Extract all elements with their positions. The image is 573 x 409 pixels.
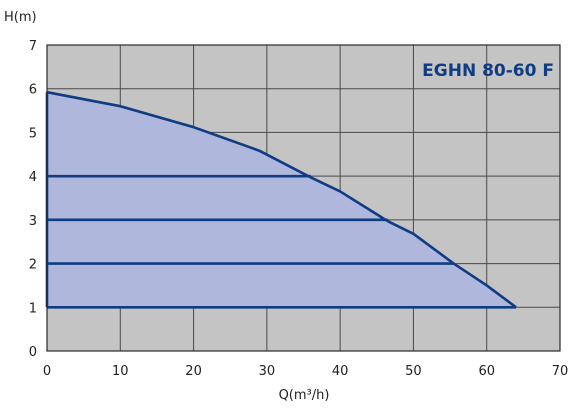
x-axis-ticks: 0 10 20 30 40 50 60 70 [43, 364, 568, 379]
x-tick-label: 70 [552, 364, 569, 379]
x-tick-label: 40 [332, 364, 349, 379]
x-tick-label: 30 [259, 364, 276, 379]
y-tick-label: 5 [29, 126, 37, 141]
x-tick-label: 50 [405, 364, 422, 379]
y-tick-label: 3 [29, 214, 37, 229]
model-title: EGHN 80-60 F [422, 61, 554, 81]
x-tick-label: 60 [478, 364, 495, 379]
y-tick-label: 6 [29, 83, 37, 98]
y-tick-label: 1 [29, 301, 37, 316]
pump-curve-line [46, 90, 517, 309]
x-tick-label: 10 [112, 364, 129, 379]
y-tick-label: 7 [29, 39, 37, 54]
y-axis-label: H(m) [4, 10, 37, 25]
y-axis-ticks: 0 1 2 3 4 5 6 7 [29, 39, 37, 360]
y-tick-label: 4 [29, 170, 37, 185]
x-axis-label: Q(m³/h) [279, 388, 330, 403]
plot-border [46, 44, 561, 352]
x-tick-label: 20 [185, 364, 202, 379]
y-tick-label: 2 [29, 258, 37, 273]
y-tick-label: 0 [29, 345, 37, 360]
x-tick-label: 0 [43, 364, 51, 379]
performance-area [47, 92, 517, 308]
